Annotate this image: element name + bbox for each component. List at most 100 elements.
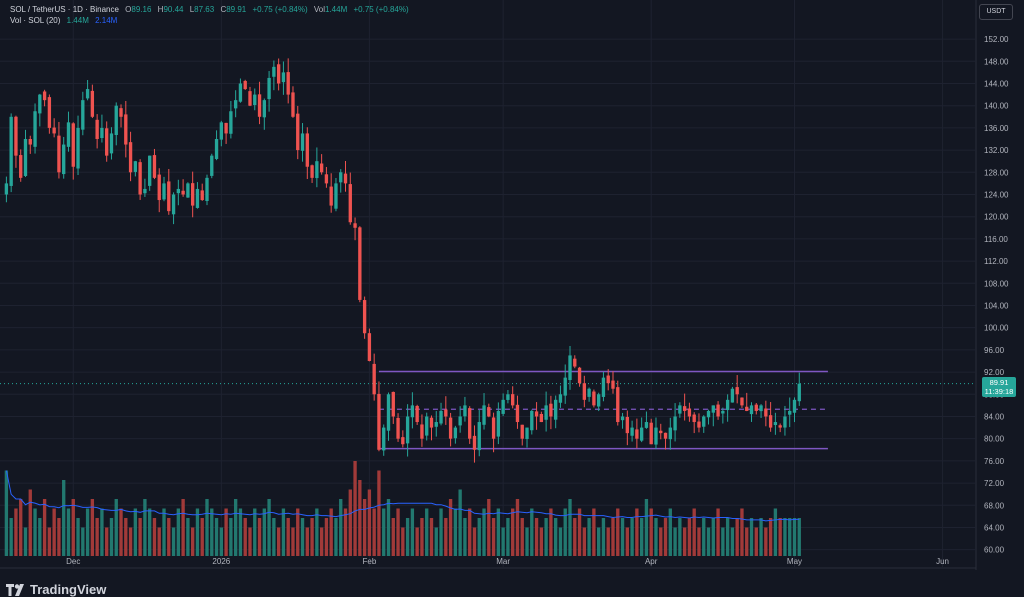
candle-body <box>768 415 773 428</box>
volume-indicator-title: Vol · SOL (20) <box>10 16 61 25</box>
candle-body <box>286 72 290 95</box>
volume-bar <box>38 518 42 556</box>
candle-body <box>257 94 262 117</box>
volume-bar <box>463 518 467 556</box>
y-tick-label: 108.00 <box>984 279 1009 288</box>
volume-bar <box>468 508 472 556</box>
volume-bar <box>47 527 52 556</box>
volume-bar <box>181 499 185 556</box>
volume-bar <box>148 508 152 556</box>
volume-bar <box>114 499 118 556</box>
candle-body <box>152 155 157 178</box>
volume-bar <box>601 518 606 556</box>
candle-body <box>57 135 61 173</box>
volume-bar <box>754 527 758 556</box>
candle-body <box>620 416 625 421</box>
candle-body <box>506 394 510 400</box>
volume-bar <box>764 527 768 556</box>
candle-body <box>28 139 32 145</box>
candle-body <box>109 133 114 154</box>
candle-body <box>23 138 28 176</box>
volume-bar <box>434 527 438 556</box>
candle-body <box>625 416 629 434</box>
volume-bar <box>42 499 47 556</box>
candle-body <box>491 417 496 439</box>
volume-bar <box>152 518 157 556</box>
y-tick-label: 116.00 <box>984 235 1008 244</box>
volume-bar <box>711 518 715 556</box>
candle-body <box>797 383 801 402</box>
volume-bar <box>362 499 367 556</box>
volume-bar <box>439 508 443 556</box>
candle-body <box>100 127 104 139</box>
volume-bar <box>262 508 266 556</box>
x-tick-label: Apr <box>645 557 658 566</box>
currency-unit-button[interactable]: USDT <box>979 4 1013 20</box>
candle-body <box>138 162 142 195</box>
volume-bar <box>372 508 376 556</box>
y-tick-label: 140.00 <box>984 102 1009 111</box>
x-tick-label: Dec <box>66 557 80 566</box>
volume-bar <box>472 527 477 556</box>
volume-bar <box>625 527 629 556</box>
volume-bar <box>678 518 682 556</box>
volume-legend[interactable]: Vol · SOL (20) 1.44M 2.14M <box>10 16 121 26</box>
candle-body <box>262 100 266 118</box>
volume-bar <box>286 518 290 556</box>
candle-body <box>267 77 271 100</box>
volume-bar <box>549 508 553 556</box>
volume-bar <box>730 527 735 556</box>
volume-bar <box>644 499 649 556</box>
candle-body <box>210 155 214 176</box>
volume-bar <box>611 518 615 556</box>
symbol-title[interactable]: SOL / TetherUS · 1D · Binance <box>10 5 119 14</box>
volume-bars <box>4 461 801 556</box>
candle-body <box>181 190 185 195</box>
volume-bar <box>272 518 276 556</box>
volume-bar <box>190 527 195 556</box>
price-axis: 152.00 148.00 144.00 140.00 136.00 132.00 128.… <box>984 35 1009 555</box>
y-tick-label: 68.00 <box>984 501 1005 510</box>
bar-countdown: 11:39:18 <box>984 387 1014 396</box>
candle-body <box>334 183 338 209</box>
candle-body <box>711 405 715 413</box>
volume-bar <box>649 508 653 556</box>
volume-bar <box>525 527 529 556</box>
candle-body <box>520 424 524 439</box>
volume-bar <box>81 527 85 556</box>
candle-body <box>754 404 758 411</box>
candle-body <box>233 100 238 109</box>
volume-bar <box>544 518 548 556</box>
volume-bar <box>668 508 672 556</box>
candle-body <box>639 427 644 441</box>
candle-body <box>358 227 362 300</box>
candle-body <box>792 399 797 413</box>
candle-body <box>740 397 744 406</box>
volume-bar <box>444 518 448 556</box>
candle-body <box>530 410 534 431</box>
volume-bar <box>659 527 663 556</box>
candle-body <box>745 406 749 411</box>
tradingview-logo[interactable]: TradingView <box>6 582 106 597</box>
candle-body <box>525 427 529 439</box>
volume-bar <box>210 508 214 556</box>
volume-bar <box>606 527 610 556</box>
volume-bar <box>214 518 219 556</box>
volume-bar <box>506 518 510 556</box>
candle-body <box>81 100 85 130</box>
volume-bar <box>319 527 324 556</box>
volume-bar <box>205 499 209 556</box>
candle-body <box>706 410 711 418</box>
y-tick-label: 136.00 <box>984 124 1009 133</box>
candle-body <box>635 429 639 439</box>
volume-bar <box>100 508 104 556</box>
volume-bar <box>19 499 23 556</box>
volume-bar <box>257 518 262 556</box>
volume-bar <box>697 527 701 556</box>
candle-body <box>577 367 582 384</box>
volume-bar <box>401 527 405 556</box>
candle-body <box>673 416 677 431</box>
candle-body <box>281 72 286 83</box>
volume-bar <box>157 527 161 556</box>
